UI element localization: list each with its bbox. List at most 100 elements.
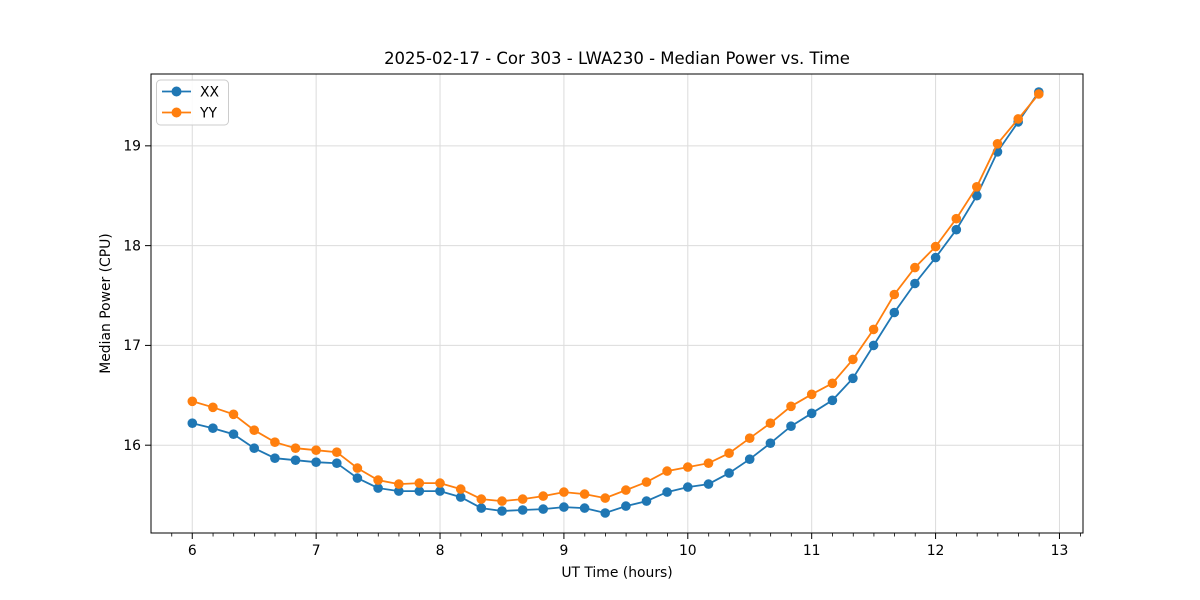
data-point-xx: [786, 421, 796, 432]
data-point-yy: [270, 437, 280, 448]
legend-label-xx: XX: [200, 84, 220, 100]
data-point-xx: [806, 408, 817, 419]
data-point-xx: [579, 503, 590, 513]
x-tick-label: 12: [927, 543, 945, 559]
data-series: [187, 87, 1044, 518]
data-point-yy: [559, 487, 569, 497]
data-point-yy: [806, 389, 817, 400]
data-point-yy: [373, 475, 383, 485]
x-tick-label: 10: [679, 543, 697, 559]
data-point-yy: [497, 496, 507, 506]
data-point-xx: [435, 486, 445, 496]
data-point-yy: [311, 445, 321, 456]
data-point-yy: [208, 402, 218, 413]
data-point-yy: [662, 466, 672, 476]
axis-tick-labels: 6 7 8 9 10 11 12 13 16 17 18 19: [123, 139, 1068, 559]
data-point-xx: [951, 224, 962, 235]
data-point-xx: [744, 454, 755, 465]
data-point-yy: [435, 478, 445, 488]
x-tick-label: 13: [1051, 543, 1069, 559]
data-point-yy: [786, 401, 796, 412]
axis-ticks: [145, 145, 1081, 539]
data-point-xx: [621, 501, 631, 511]
data-point-xx: [270, 453, 280, 464]
data-point-xx: [332, 458, 342, 469]
data-point-xx: [703, 479, 714, 489]
legend: XX YY: [156, 79, 229, 126]
x-tick-label: 8: [436, 543, 445, 559]
data-point-yy: [187, 396, 198, 407]
data-point-yy: [579, 489, 590, 499]
data-point-yy: [868, 324, 879, 335]
data-point-xx: [187, 418, 198, 429]
data-point-yy: [621, 485, 631, 495]
legend-label-yy: YY: [199, 105, 217, 121]
x-tick-label: 6: [188, 543, 197, 559]
data-point-yy: [972, 182, 982, 192]
data-point-yy: [641, 477, 652, 487]
data-point-xx: [662, 487, 672, 497]
data-point-xx: [394, 486, 404, 496]
data-point-xx: [455, 492, 466, 502]
chart-title: 2025-02-17 - Cor 303 - LWA230 - Median P…: [384, 49, 850, 68]
data-point-yy: [683, 462, 693, 472]
gridlines: [151, 74, 1083, 533]
data-point-xx: [889, 307, 900, 318]
data-point-xx: [827, 395, 838, 406]
data-point-xx: [724, 468, 734, 478]
data-point-xx: [352, 473, 363, 483]
x-tick-label: 7: [312, 543, 321, 559]
y-tick-label: 19: [123, 139, 141, 155]
plot-border: [150, 73, 1084, 534]
data-point-yy: [476, 494, 487, 504]
data-point-xx: [765, 438, 776, 449]
data-point-xx: [641, 496, 652, 506]
data-point-yy: [951, 213, 962, 224]
series-line-yy: [192, 93, 1040, 503]
data-point-yy: [228, 409, 239, 420]
data-point-xx: [848, 373, 858, 384]
data-point-xx: [290, 455, 301, 466]
legend-entry-yy: YY: [162, 105, 217, 121]
data-point-xx: [517, 505, 528, 515]
data-point-yy: [600, 493, 610, 503]
y-tick-label: 18: [123, 238, 141, 254]
data-point-xx: [559, 502, 569, 512]
data-point-yy: [332, 447, 342, 458]
data-point-yy: [827, 378, 838, 389]
data-point-yy: [290, 443, 301, 454]
y-tick-label: 17: [123, 338, 141, 354]
data-point-yy: [910, 262, 920, 273]
data-point-xx: [373, 483, 383, 493]
data-point-xx: [972, 190, 982, 201]
data-point-xx: [249, 443, 259, 454]
data-point-yy: [538, 491, 548, 501]
legend-marker-yy: [171, 107, 182, 118]
data-point-xx: [228, 429, 239, 440]
data-point-yy: [744, 433, 755, 444]
data-point-yy: [455, 484, 466, 494]
data-point-yy: [765, 418, 776, 429]
data-point-yy: [1034, 89, 1044, 99]
data-point-xx: [208, 423, 218, 434]
data-point-yy: [724, 448, 734, 459]
data-point-xx: [910, 278, 920, 289]
legend-entry-xx: XX: [162, 84, 220, 100]
data-point-yy: [1013, 114, 1023, 124]
data-point-yy: [517, 494, 528, 504]
data-point-xx: [414, 486, 425, 496]
data-point-yy: [889, 289, 900, 300]
data-point-xx: [497, 506, 507, 516]
y-axis-label: Median Power (CPU): [98, 233, 114, 373]
data-point-xx: [930, 252, 941, 263]
data-point-xx: [311, 457, 321, 468]
x-tick-label: 11: [803, 543, 821, 559]
data-point-yy: [414, 478, 425, 488]
data-point-xx: [600, 508, 610, 518]
data-point-yy: [249, 425, 259, 436]
data-point-yy: [930, 241, 941, 252]
data-point-yy: [352, 463, 363, 473]
data-point-xx: [538, 504, 548, 514]
